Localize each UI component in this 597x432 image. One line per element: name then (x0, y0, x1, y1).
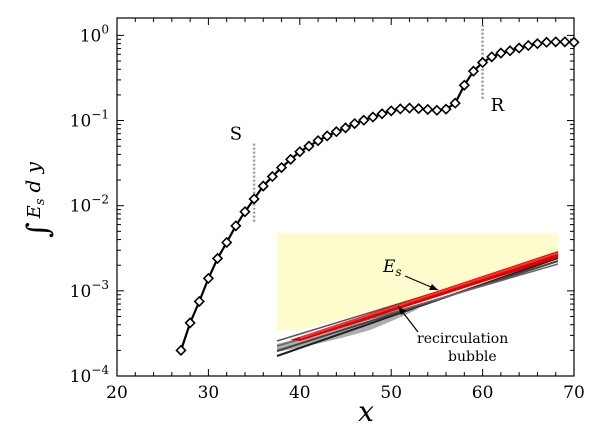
data-point (285, 153, 297, 165)
data-point (175, 344, 187, 356)
y-tick-label: 10−2 (70, 193, 109, 217)
data-point (440, 103, 452, 115)
annotation-label: R (491, 95, 505, 116)
series-markers (175, 36, 580, 356)
data-point (412, 102, 425, 115)
data-point (385, 105, 397, 117)
data-point (504, 45, 516, 57)
y-tick-label: 10−4 (70, 363, 110, 387)
annotation-label: S (230, 123, 242, 144)
data-point (358, 114, 370, 126)
x-tick-label: 60 (472, 383, 494, 403)
data-point (568, 36, 580, 48)
data-point (230, 220, 242, 232)
data-point (467, 65, 480, 77)
data-point (193, 295, 205, 308)
y-axis-sub: s (33, 198, 48, 205)
inset-bubble-label-2: bubble (448, 349, 497, 365)
data-point (184, 317, 196, 329)
es-arrow-head (429, 284, 438, 290)
y-tick-label: 10−3 (70, 278, 109, 302)
x-tick-label: 30 (198, 383, 220, 403)
data-point (330, 126, 342, 138)
data-point (431, 104, 443, 116)
inset-bubble-label-1: recirculation (417, 331, 508, 347)
bubble-arrow-head (398, 306, 406, 315)
inset-figure: Es recirculation bubble (276, 233, 559, 365)
y-axis-label-text: ∫ Es d y (21, 161, 56, 238)
data-point (339, 122, 352, 134)
y-tick-base: 10 (70, 197, 92, 217)
data-point (522, 39, 534, 52)
data-point (422, 103, 434, 116)
y-tick-base: 10 (80, 26, 102, 46)
y-tick-exp: 0 (101, 22, 109, 36)
y-tick-label: 100 (80, 22, 109, 46)
data-point (495, 47, 507, 59)
data-point (513, 42, 525, 54)
inset-es-var: E (382, 257, 396, 277)
data-point (531, 38, 544, 50)
data-point (403, 102, 416, 114)
data-point (257, 180, 269, 192)
data-point (221, 236, 233, 249)
inset-es-label: Es (382, 257, 402, 279)
data-point (559, 36, 571, 48)
y-tick-base: 10 (70, 282, 92, 302)
data-point (321, 130, 333, 142)
y-tick-exp: −1 (91, 108, 109, 122)
data-point (458, 79, 470, 91)
data-point (486, 51, 498, 63)
y-tick-exp: −4 (91, 363, 109, 377)
data-point (550, 36, 562, 48)
x-tick-label: 70 (563, 383, 585, 403)
data-point (294, 146, 306, 158)
data-point (202, 272, 215, 285)
x-tick-label: 20 (106, 383, 128, 403)
data-point (266, 170, 279, 183)
y-tick-base: 10 (70, 367, 92, 387)
data-point (312, 135, 324, 147)
inset-es-sub: s (395, 265, 401, 279)
data-point (303, 140, 315, 152)
data-point (376, 108, 388, 120)
data-point (239, 206, 251, 218)
data-point (476, 56, 489, 69)
y-tick-exp: −2 (91, 193, 109, 207)
plot-frame (116, 17, 575, 377)
x-tick-label: 50 (380, 383, 402, 403)
data-point (449, 97, 461, 109)
y-axis-label: ∫ Es d y (21, 161, 56, 238)
data-point (367, 111, 379, 123)
y-tick-label: 10−1 (70, 108, 109, 132)
inset-shear-line (299, 252, 559, 339)
x-tick-labels: 20 30 40 50 60 70 (106, 383, 585, 403)
y-axis-tail: d y (21, 161, 45, 192)
inset-wall-line-2 (276, 260, 559, 352)
x-tick-label: 40 (289, 383, 311, 403)
data-point (349, 117, 361, 130)
data-point (275, 161, 288, 174)
data-point (248, 193, 260, 205)
data-point (211, 252, 224, 265)
y-axis-var: E (24, 205, 45, 219)
x-axis-label: x (358, 395, 374, 428)
y-tick-exp: −3 (91, 278, 109, 292)
y-tick-base: 10 (70, 112, 92, 132)
y-axis-integral: ∫ (21, 222, 56, 238)
data-point (394, 103, 406, 115)
data-point (540, 36, 553, 48)
